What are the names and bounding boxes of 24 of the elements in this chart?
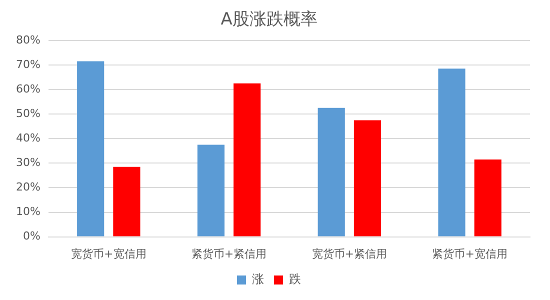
bar [197,144,225,236]
x-tick-label: 紧货币+紧信用 [191,247,267,260]
y-tick-label: 50% [16,106,40,120]
y-tick-label: 80% [16,33,40,46]
legend-label: 跌 [289,272,301,286]
bar [234,83,261,236]
y-tick-label: 40% [16,131,40,144]
bar [77,61,104,236]
bar [113,166,140,236]
y-tick-label: 60% [16,82,40,96]
bar [474,159,502,236]
y-tick-label: 30% [16,156,40,170]
bar [354,120,382,236]
x-tick-label: 宽货币+宽信用 [71,247,146,260]
legend-label: 涨 [252,272,264,286]
x-tick-label: 紧货币+宽信用 [432,247,508,260]
y-tick-label: 10% [16,205,40,218]
bar [318,108,345,236]
y-tick-label: 20% [16,180,40,194]
chart-title: A股涨跌概率 [220,10,318,30]
y-tick-label: 0% [22,230,40,243]
bar [438,68,466,236]
x-tick-label: 宽货币+紧信用 [312,247,388,260]
y-tick-label: 70% [16,58,40,71]
